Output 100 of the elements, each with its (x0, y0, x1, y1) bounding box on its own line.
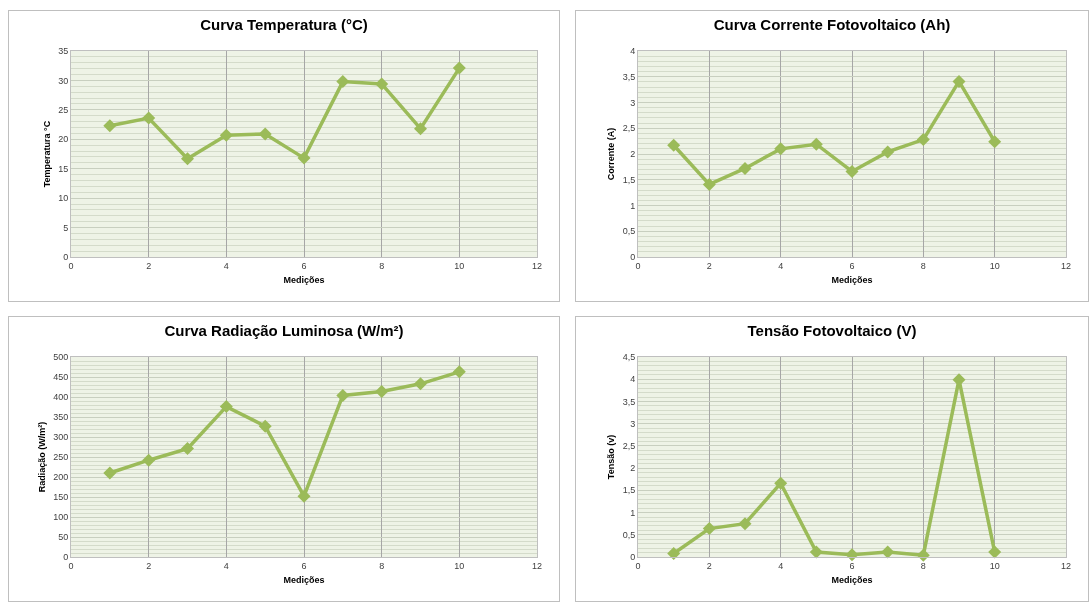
x-tick-label: 12 (1060, 260, 1072, 271)
y-tick-label: 4,5 (622, 352, 636, 363)
point (219, 400, 233, 414)
point (181, 152, 194, 166)
point (988, 545, 1002, 559)
x-tick-label: 6 (301, 560, 307, 571)
y-tick-label: 250 (53, 452, 69, 463)
y-axis-title: Corrente (A) (606, 127, 617, 181)
point (809, 137, 823, 151)
y-tick-label: 100 (53, 512, 69, 523)
x-tick-label: 4 (223, 560, 229, 571)
x-tick-label: 6 (849, 260, 855, 271)
point (336, 388, 350, 402)
point (258, 419, 272, 433)
y-tick-label: 25 (58, 105, 69, 116)
y-tick-label: 5 (63, 222, 69, 233)
y-tick-label: 0 (630, 552, 636, 563)
x-tick-label: 8 (379, 560, 385, 571)
x-tick-label: 2 (706, 560, 712, 571)
point (103, 466, 117, 480)
y-axis-title: Radiação (W/m²) (36, 421, 47, 493)
y-tick-label: 3,5 (622, 71, 636, 82)
point (702, 177, 716, 191)
y-tick-label: 1,5 (622, 174, 636, 185)
y-tick-label: 10 (58, 193, 69, 204)
x-tick-label: 12 (531, 260, 543, 271)
y-tick-label: 4 (630, 374, 636, 385)
y-tick-label: 200 (53, 472, 69, 483)
y-tick-label: 3,5 (622, 396, 636, 407)
chart-title: Tensão Fotovoltaico (V) (747, 321, 917, 339)
point (414, 377, 427, 391)
chart-title: Curva Temperatura (°C) (200, 15, 368, 33)
point (375, 77, 389, 91)
x-tick-label: 4 (223, 260, 229, 271)
x-tick-label: 2 (146, 560, 152, 571)
point (452, 365, 466, 379)
point (881, 145, 895, 159)
chart-title: Curva Radiação Luminosa (W/m²) (164, 321, 404, 339)
point (774, 476, 788, 490)
x-tick-label: 12 (1060, 560, 1072, 571)
y-tick-label: 50 (58, 532, 69, 543)
point (702, 522, 716, 536)
x-tick-label: 8 (920, 260, 926, 271)
point (667, 546, 681, 560)
point (142, 111, 156, 125)
y-tick-label: 2,5 (622, 441, 636, 452)
y-tick-label: 35 (58, 46, 69, 57)
y-tick-label: 2 (630, 149, 636, 160)
x-axis-title: Medições (283, 574, 325, 585)
point (103, 119, 117, 133)
point (219, 128, 233, 142)
point (916, 133, 930, 147)
y-tick-label: 3 (630, 97, 636, 108)
point (297, 151, 311, 165)
y-tick-label: 30 (58, 75, 69, 86)
x-tick-label: 4 (778, 260, 784, 271)
point (738, 517, 752, 531)
point (297, 489, 311, 503)
x-axis-title: Medições (831, 574, 873, 585)
y-tick-label: 0 (630, 252, 636, 263)
point (414, 122, 427, 136)
y-tick-label: 0 (63, 252, 69, 263)
point (988, 135, 1002, 149)
y-tick-label: 0 (63, 552, 69, 563)
y-axis-title: Tensão (v) (606, 434, 617, 480)
y-tick-label: 4 (630, 46, 636, 57)
y-tick-label: 1 (630, 200, 636, 211)
y-tick-label: 150 (53, 492, 69, 503)
point (738, 161, 752, 175)
point (845, 165, 859, 179)
y-tick-label: 3 (630, 418, 636, 429)
x-axis-title: Medições (283, 274, 325, 285)
y-tick-label: 400 (53, 392, 69, 403)
x-tick-label: 12 (531, 560, 543, 571)
y-tick-label: 15 (58, 163, 69, 174)
x-tick-label: 2 (706, 260, 712, 271)
x-tick-label: 10 (454, 560, 465, 571)
y-axis-title: Temperatura °C (41, 120, 52, 188)
point (774, 142, 788, 156)
y-tick-label: 1 (630, 507, 636, 518)
x-tick-label: 10 (989, 260, 1000, 271)
x-tick-label: 8 (920, 560, 926, 571)
y-tick-label: 500 (53, 352, 69, 363)
y-tick-label: 350 (53, 412, 69, 423)
y-tick-label: 0,5 (622, 529, 636, 540)
point (375, 384, 389, 398)
y-tick-label: 20 (58, 134, 69, 145)
x-tick-label: 2 (146, 260, 152, 271)
point (336, 75, 350, 89)
y-tick-label: 300 (53, 432, 69, 443)
point (142, 453, 156, 467)
point (452, 61, 466, 75)
y-tick-label: 0,5 (622, 226, 636, 237)
x-tick-label: 6 (849, 560, 855, 571)
y-tick-label: 2,5 (622, 123, 636, 134)
point (809, 545, 823, 559)
point (181, 442, 194, 456)
point (258, 127, 272, 141)
y-tick-label: 1,5 (622, 485, 636, 496)
x-tick-label: 6 (301, 260, 307, 271)
